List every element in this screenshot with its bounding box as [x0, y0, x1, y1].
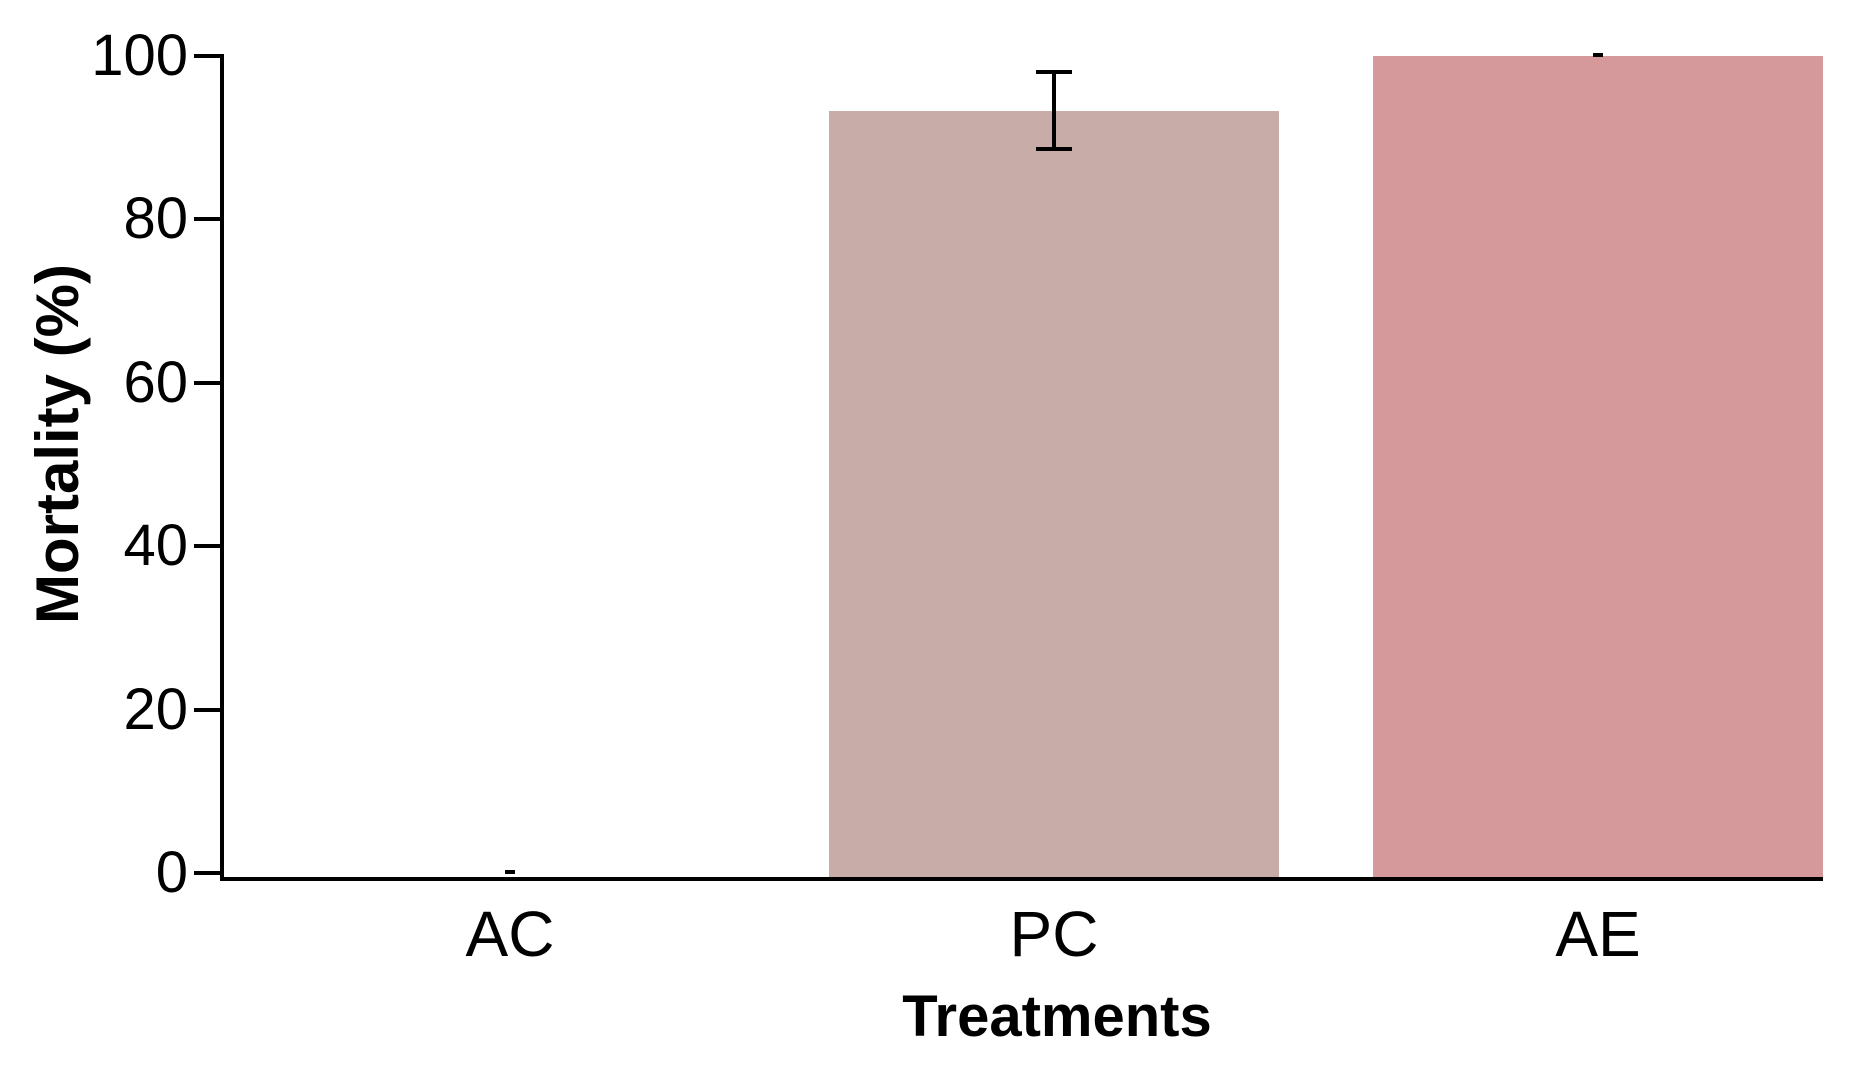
- bar-pc: [829, 110, 1279, 879]
- error-bar-zero-mark: [505, 870, 515, 874]
- y-tick-label: 80: [123, 186, 188, 252]
- y-tick-label: 0: [155, 840, 188, 905]
- bar-ae: [1373, 56, 1823, 879]
- x-category-label: PC: [1009, 898, 1099, 970]
- error-bar-line: [1052, 72, 1056, 150]
- y-tick: [194, 707, 220, 712]
- y-axis-line: [220, 54, 224, 881]
- y-tick: [194, 871, 220, 875]
- y-tick-label: 60: [123, 349, 188, 415]
- error-bar-cap-bottom: [1036, 147, 1072, 152]
- x-axis-title: Treatments: [902, 984, 1212, 1049]
- y-tick-label: 40: [123, 513, 188, 579]
- error-bar-cap-top: [1036, 70, 1072, 75]
- y-tick: [194, 544, 220, 549]
- y-tick: [194, 54, 220, 58]
- error-bar-zero-mark: [1593, 53, 1603, 57]
- y-tick-label: 100: [91, 23, 188, 88]
- x-category-label: AE: [1555, 898, 1641, 970]
- x-category-label: AC: [465, 898, 555, 970]
- y-tick: [194, 217, 220, 222]
- y-tick-label: 20: [123, 676, 188, 742]
- x-axis-line: [220, 877, 1823, 881]
- y-tick: [194, 380, 220, 385]
